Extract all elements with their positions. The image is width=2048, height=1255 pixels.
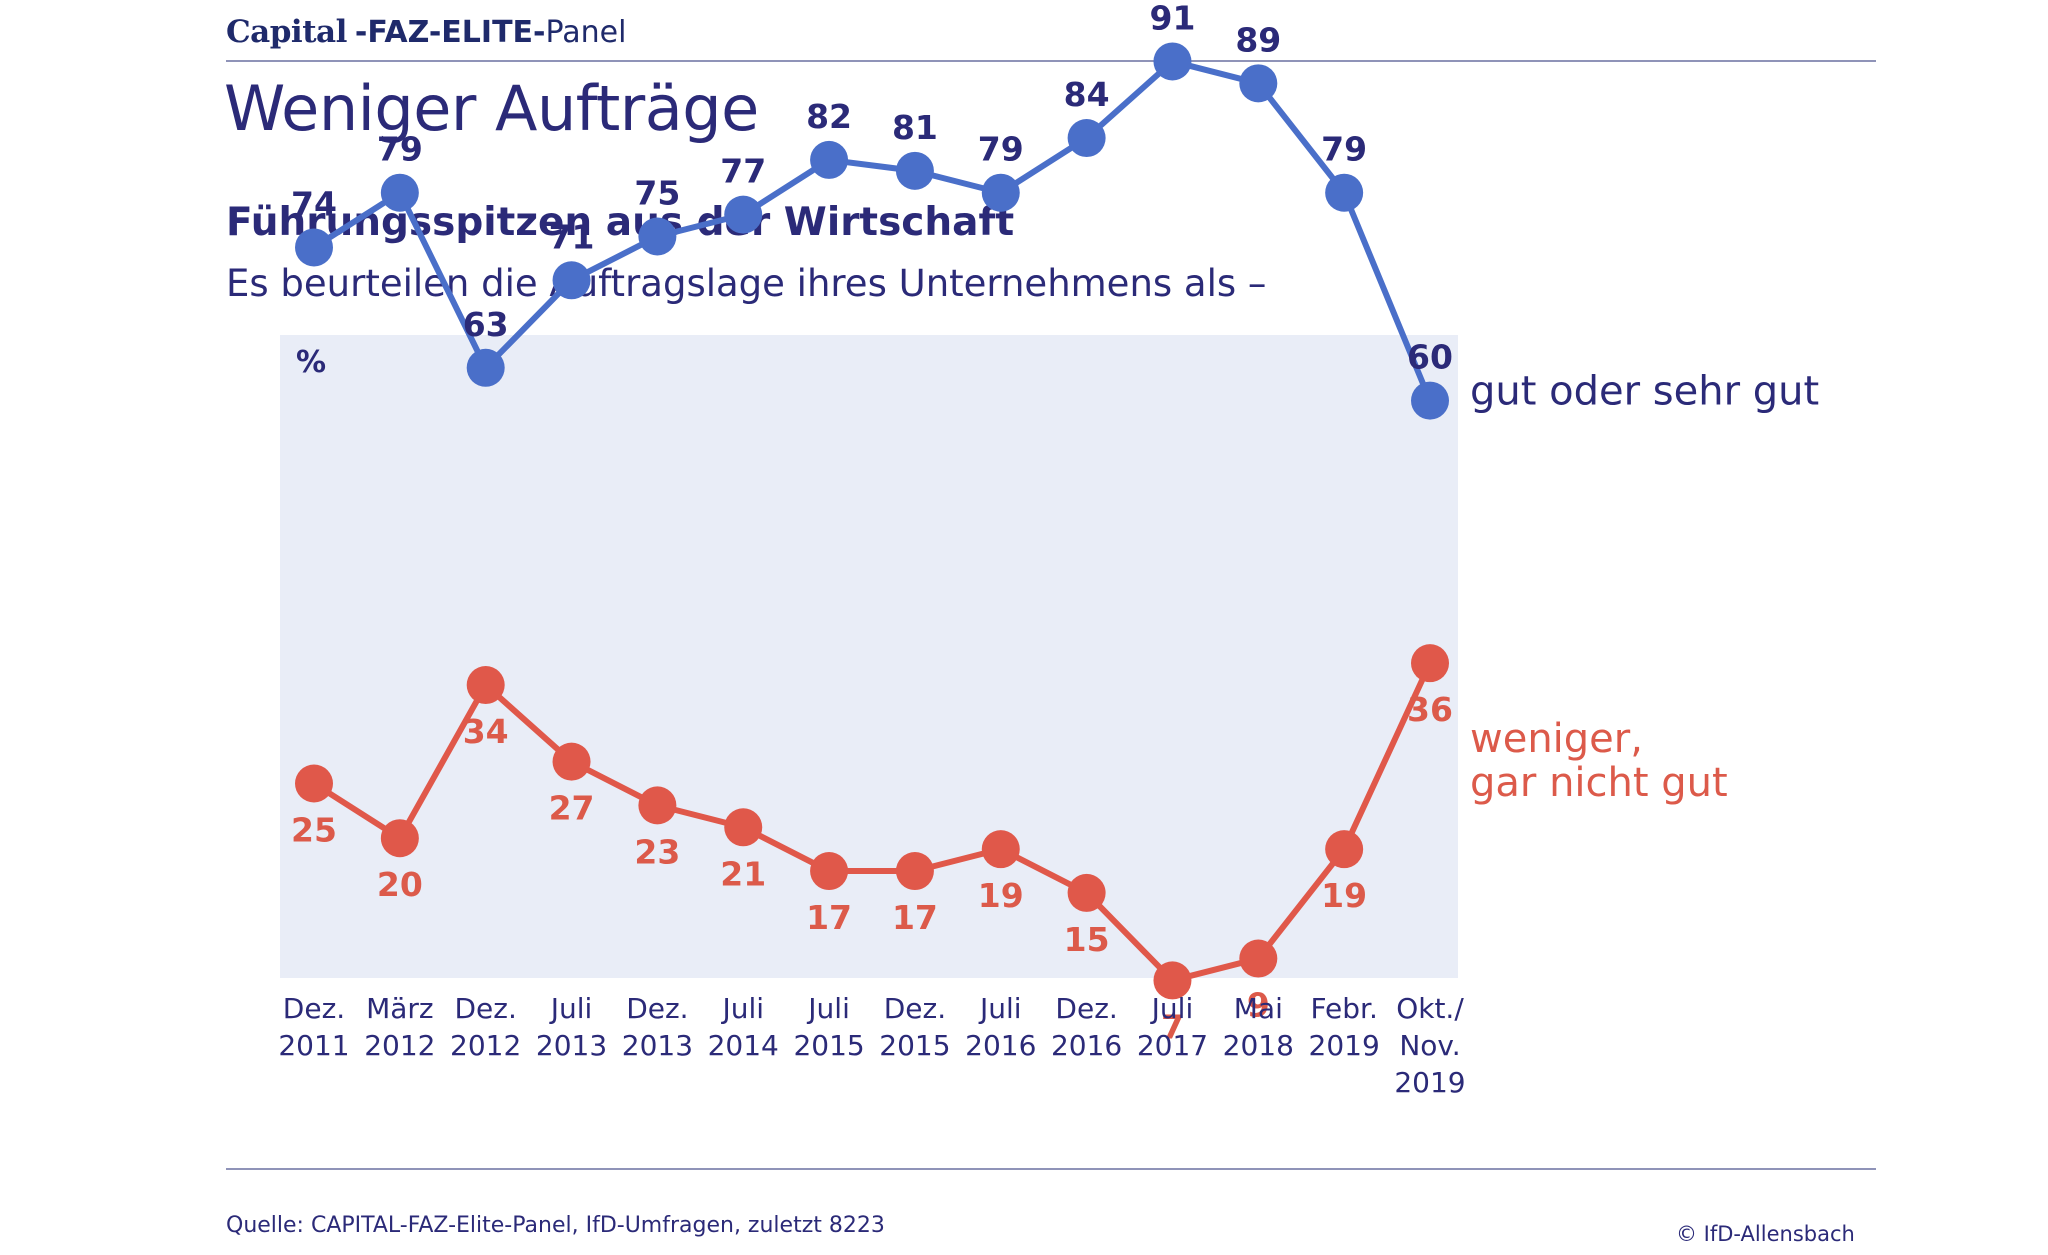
data-label-good: 81 — [892, 108, 938, 147]
data-point-good — [638, 217, 677, 256]
brand-capital: Capital — [226, 14, 347, 50]
data-label-good: 84 — [1064, 75, 1110, 114]
data-label-good: 63 — [463, 305, 509, 344]
data-point-good — [1325, 173, 1364, 212]
x-tick-label: Dez. 2011 — [278, 992, 349, 1062]
survey-question: Es beurteilen die Auftragslage ihres Unt… — [226, 262, 1267, 305]
data-label-bad: 17 — [892, 898, 938, 937]
x-tick-label: Febr. 2019 — [1309, 992, 1380, 1062]
data-point-bad — [638, 786, 677, 825]
x-tick-label: Mai 2018 — [1223, 992, 1294, 1062]
data-point-good — [981, 173, 1020, 212]
x-tick-label: Juli 2017 — [1137, 992, 1208, 1062]
footer-rule — [226, 1168, 1876, 1170]
data-label-good: 75 — [634, 174, 680, 213]
data-label-good: 74 — [291, 184, 337, 223]
x-tick-label: Okt./Nov. 2019 — [1394, 992, 1465, 1099]
data-point-bad — [981, 830, 1020, 869]
data-point-good — [295, 228, 333, 267]
data-label-good: 60 — [1407, 338, 1453, 377]
x-tick-label: Juli 2014 — [708, 992, 779, 1062]
data-point-good — [1067, 119, 1106, 158]
source-note: Quelle: CAPITAL-FAZ-Elite-Panel, IfD-Umf… — [226, 1213, 885, 1238]
data-label-bad: 19 — [1321, 876, 1367, 915]
data-label-bad: 17 — [806, 898, 852, 937]
data-point-good — [1411, 381, 1449, 420]
data-point-good — [810, 140, 849, 179]
data-label-good: 79 — [978, 130, 1024, 169]
x-tick-label: Juli 2015 — [793, 992, 864, 1062]
data-label-bad: 15 — [1064, 920, 1110, 959]
data-point-good — [1153, 42, 1192, 81]
data-point-bad — [552, 742, 591, 781]
data-point-bad — [724, 808, 763, 847]
copyright-note: © IfD-Allensbach — [1676, 1222, 1855, 1246]
x-tick-label: März 2012 — [364, 992, 435, 1062]
data-label-good: 71 — [549, 217, 595, 256]
x-tick-label: Juli 2016 — [965, 992, 1036, 1062]
data-label-bad: 23 — [634, 832, 680, 871]
data-point-bad — [295, 764, 333, 803]
data-label-bad: 36 — [1407, 690, 1453, 729]
data-point-good — [380, 173, 419, 212]
data-point-bad — [466, 666, 505, 705]
data-label-good: 79 — [377, 130, 423, 169]
header-rule — [226, 60, 1876, 62]
data-point-bad — [895, 852, 934, 891]
data-label-bad: 9 — [1247, 986, 1270, 1025]
brand-panel: Panel — [545, 15, 627, 50]
data-label-good: 91 — [1149, 0, 1195, 37]
data-label-bad: 25 — [291, 811, 337, 850]
data-point-good — [895, 151, 934, 190]
plot-background — [280, 335, 1458, 978]
data-point-bad — [1067, 873, 1106, 912]
data-label-bad: 7 — [1161, 1007, 1184, 1046]
data-label-good: 82 — [806, 97, 852, 136]
data-point-bad — [1239, 939, 1278, 978]
brand-faz-elite: -FAZ-ELITE- — [354, 15, 546, 50]
series-direct-labels: gut oder sehr gut weniger, gar nicht gut — [1470, 369, 1819, 806]
x-tick-label: Dez. 2016 — [1051, 992, 1122, 1062]
data-label-bad: 21 — [720, 854, 766, 893]
series-name-good: gut oder sehr gut — [1470, 369, 1819, 415]
data-point-bad — [1325, 830, 1364, 869]
x-tick-label: Dez. 2015 — [879, 992, 950, 1062]
data-point-bad — [380, 819, 419, 858]
data-label-good: 79 — [1321, 130, 1367, 169]
data-point-good — [466, 348, 505, 387]
data-label-good: 77 — [720, 152, 766, 191]
unit-label: % — [296, 345, 326, 380]
x-tick-label: Dez. 2012 — [450, 992, 521, 1062]
data-point-bad — [1153, 961, 1192, 1000]
data-point-good — [724, 195, 763, 234]
series-layer — [295, 42, 1449, 1000]
data-label-bad: 19 — [978, 876, 1024, 915]
brand-header: Capital -FAZ-ELITE- Panel — [226, 14, 626, 58]
data-label-bad: 20 — [377, 865, 423, 904]
data-label-bad: 27 — [549, 789, 595, 828]
chart-title: Weniger Aufträge — [224, 72, 759, 145]
data-point-good — [552, 261, 591, 300]
data-point-good — [1239, 64, 1278, 103]
x-tick-label: Juli 2013 — [536, 992, 607, 1062]
data-point-bad — [810, 852, 849, 891]
series-name-bad: weniger, gar nicht gut — [1470, 716, 1728, 806]
data-point-bad — [1411, 644, 1449, 683]
data-label-good: 89 — [1235, 20, 1281, 59]
x-tick-label: Dez. 2013 — [622, 992, 693, 1062]
data-label-bad: 34 — [463, 712, 509, 751]
